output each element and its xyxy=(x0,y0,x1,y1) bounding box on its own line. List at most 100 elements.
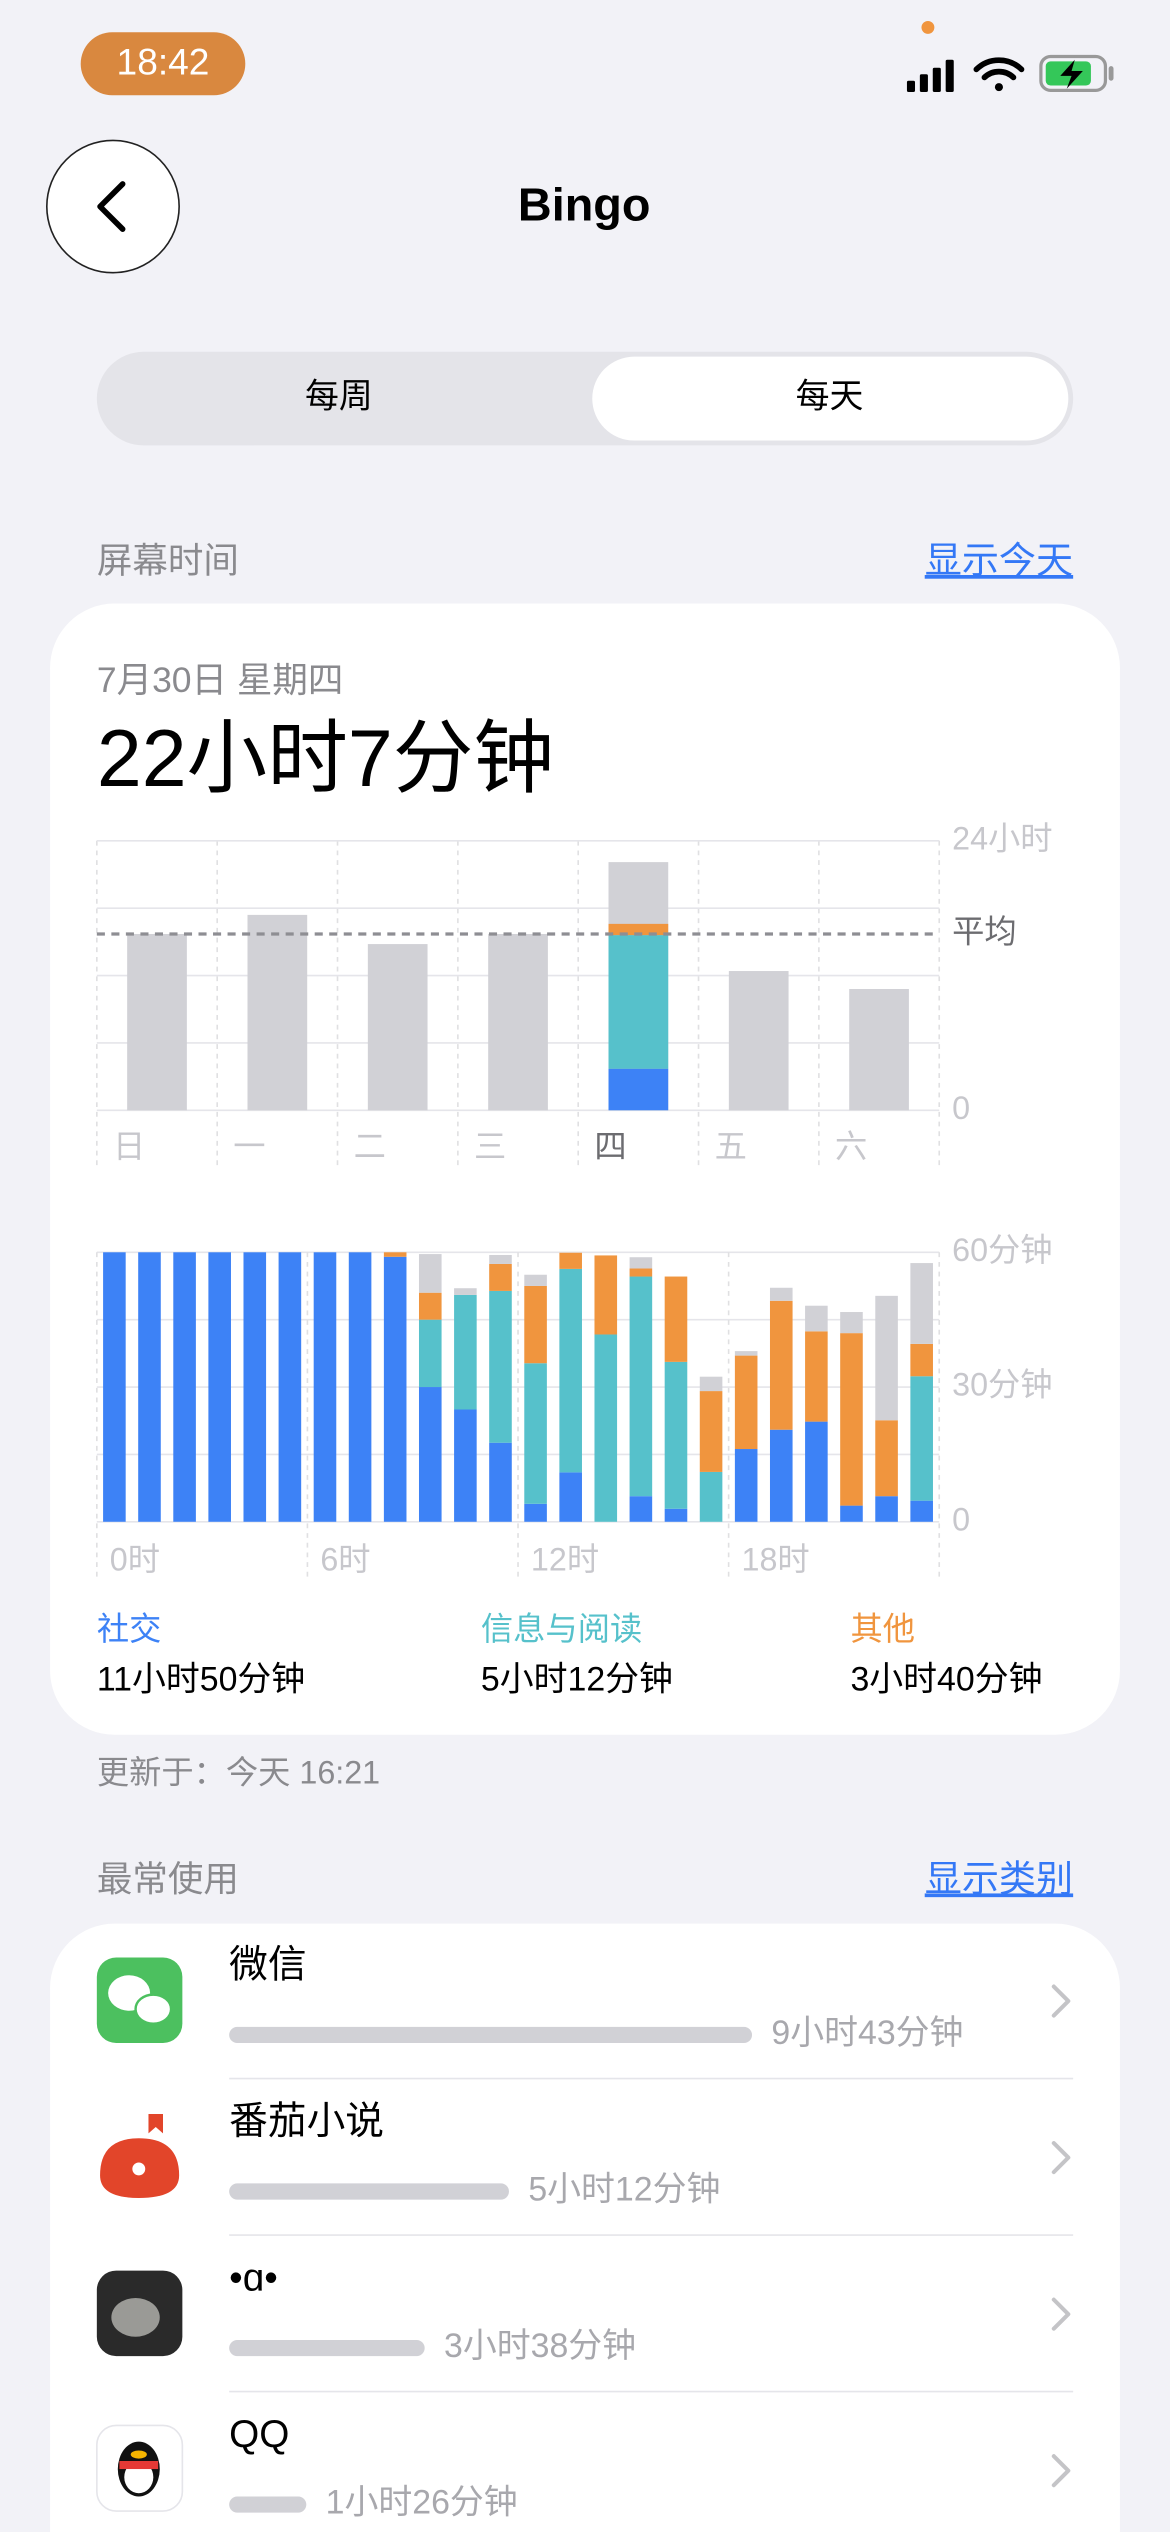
updated-label: 更新于：今天 16:21 xyxy=(97,1755,380,1791)
show-today-link[interactable]: 显示今天 xyxy=(925,539,1073,581)
legend-name: 信息与阅读 xyxy=(481,1611,642,1647)
hour-segment xyxy=(243,1252,267,1522)
x-tick-label: 五 xyxy=(715,1129,747,1165)
total-bar xyxy=(849,988,909,1111)
y-tick-label: 60分钟 xyxy=(952,1232,1052,1268)
legend-total: 11小时50分钟 xyxy=(97,1660,305,1698)
date-label: 7月30日 星期四 xyxy=(97,660,344,700)
row-chevron xyxy=(1051,1984,1071,2018)
hour-segment xyxy=(454,1288,477,1295)
hour-segment xyxy=(138,1252,161,1522)
hour-segment xyxy=(594,1334,618,1522)
x-tick-label: 六 xyxy=(835,1129,867,1165)
row-chevron xyxy=(1051,2141,1071,2175)
wechat-icon xyxy=(96,1957,183,2044)
back-button[interactable] xyxy=(46,139,180,274)
hour-segment xyxy=(489,1263,512,1291)
hour-segment xyxy=(454,1409,477,1522)
y-tick-label: 30分钟 xyxy=(952,1367,1052,1403)
qq-icon xyxy=(96,2424,184,2512)
total-bar xyxy=(247,914,308,1111)
hour-segment xyxy=(840,1505,863,1522)
hour-segment xyxy=(699,1391,723,1472)
hour-segment xyxy=(524,1274,547,1286)
hour-segment xyxy=(664,1276,688,1362)
hour-segment xyxy=(629,1257,653,1269)
hour-segment xyxy=(734,1449,758,1522)
hour-segment xyxy=(559,1252,582,1269)
hour-segment xyxy=(910,1500,933,1522)
hour-segment xyxy=(524,1363,547,1504)
status-time: 18:42 xyxy=(117,40,210,82)
hour-segment xyxy=(418,1254,442,1293)
hour-segment xyxy=(208,1252,231,1522)
legend-name: 社交 xyxy=(97,1611,162,1647)
segment-weekly[interactable]: 每周 xyxy=(305,378,373,416)
hour-segment xyxy=(805,1331,828,1422)
hour-segment xyxy=(699,1471,723,1522)
x-tick-label: 日 xyxy=(113,1129,145,1165)
total-bar xyxy=(127,933,187,1111)
hour-segment xyxy=(629,1268,653,1277)
hour-segment xyxy=(383,1252,407,1257)
hour-segment xyxy=(840,1312,863,1334)
hour-segment xyxy=(769,1287,793,1301)
y-tick-label: 0 xyxy=(952,1090,970,1126)
hour-segment xyxy=(454,1294,477,1410)
hour-segment xyxy=(489,1442,512,1522)
hour-segment xyxy=(910,1263,933,1344)
usage-label: 9小时43分钟 xyxy=(771,2014,963,2052)
app-name: 微信 xyxy=(229,1943,306,1986)
legend-name: 其他 xyxy=(850,1611,915,1647)
x-tick-label: 四 xyxy=(594,1129,626,1165)
hour-segment xyxy=(664,1508,688,1522)
segment-daily[interactable]: 每天 xyxy=(796,378,864,416)
hour-segment xyxy=(629,1276,653,1497)
hour-segment xyxy=(489,1254,512,1264)
x-tick-label: 12时 xyxy=(531,1542,599,1578)
hour-segment xyxy=(278,1252,302,1522)
x-tick-label: 二 xyxy=(354,1129,386,1165)
photo-app-icon xyxy=(96,2270,183,2357)
x-tick-label: 三 xyxy=(474,1129,506,1165)
hour-segment xyxy=(769,1429,793,1522)
hour-segment xyxy=(383,1256,407,1522)
total-time: 22小时7分钟 xyxy=(97,714,554,804)
hour-segment xyxy=(524,1503,547,1522)
hour-segment xyxy=(313,1252,337,1522)
wifi-icon xyxy=(973,57,1025,92)
y-tick-label: 0 xyxy=(952,1501,970,1537)
hour-segment xyxy=(910,1376,933,1501)
usage-bar xyxy=(229,2496,307,2513)
usage-bar xyxy=(229,2026,753,2044)
x-tick-label: 0时 xyxy=(110,1542,160,1578)
hour-segment xyxy=(769,1300,793,1430)
legend-total: 5小时12分钟 xyxy=(481,1660,673,1698)
hour-segment xyxy=(805,1421,828,1522)
usage-bar xyxy=(229,2183,509,2200)
section-header: 屏幕时间 xyxy=(97,541,239,581)
apps-card xyxy=(50,1923,1120,2532)
hour-segment xyxy=(559,1472,582,1522)
hour-segment xyxy=(840,1333,863,1506)
tomato-novel-icon xyxy=(96,2114,183,2200)
usage-label: 1小时26分钟 xyxy=(326,2484,518,2522)
hour-segment xyxy=(489,1290,512,1443)
signal-icon xyxy=(906,59,954,92)
battery-icon xyxy=(1039,54,1114,92)
back-chevron xyxy=(97,181,126,232)
hour-segment xyxy=(418,1292,442,1320)
category-segment xyxy=(608,935,669,1069)
hour-segment xyxy=(910,1343,933,1377)
show-categories-link[interactable]: 显示类别 xyxy=(925,1857,1073,1899)
hour-segment xyxy=(173,1252,196,1522)
hour-segment xyxy=(699,1376,723,1392)
hour-segment xyxy=(875,1295,898,1421)
hour-segment xyxy=(524,1285,547,1364)
average-label: 平均 xyxy=(952,914,1017,950)
